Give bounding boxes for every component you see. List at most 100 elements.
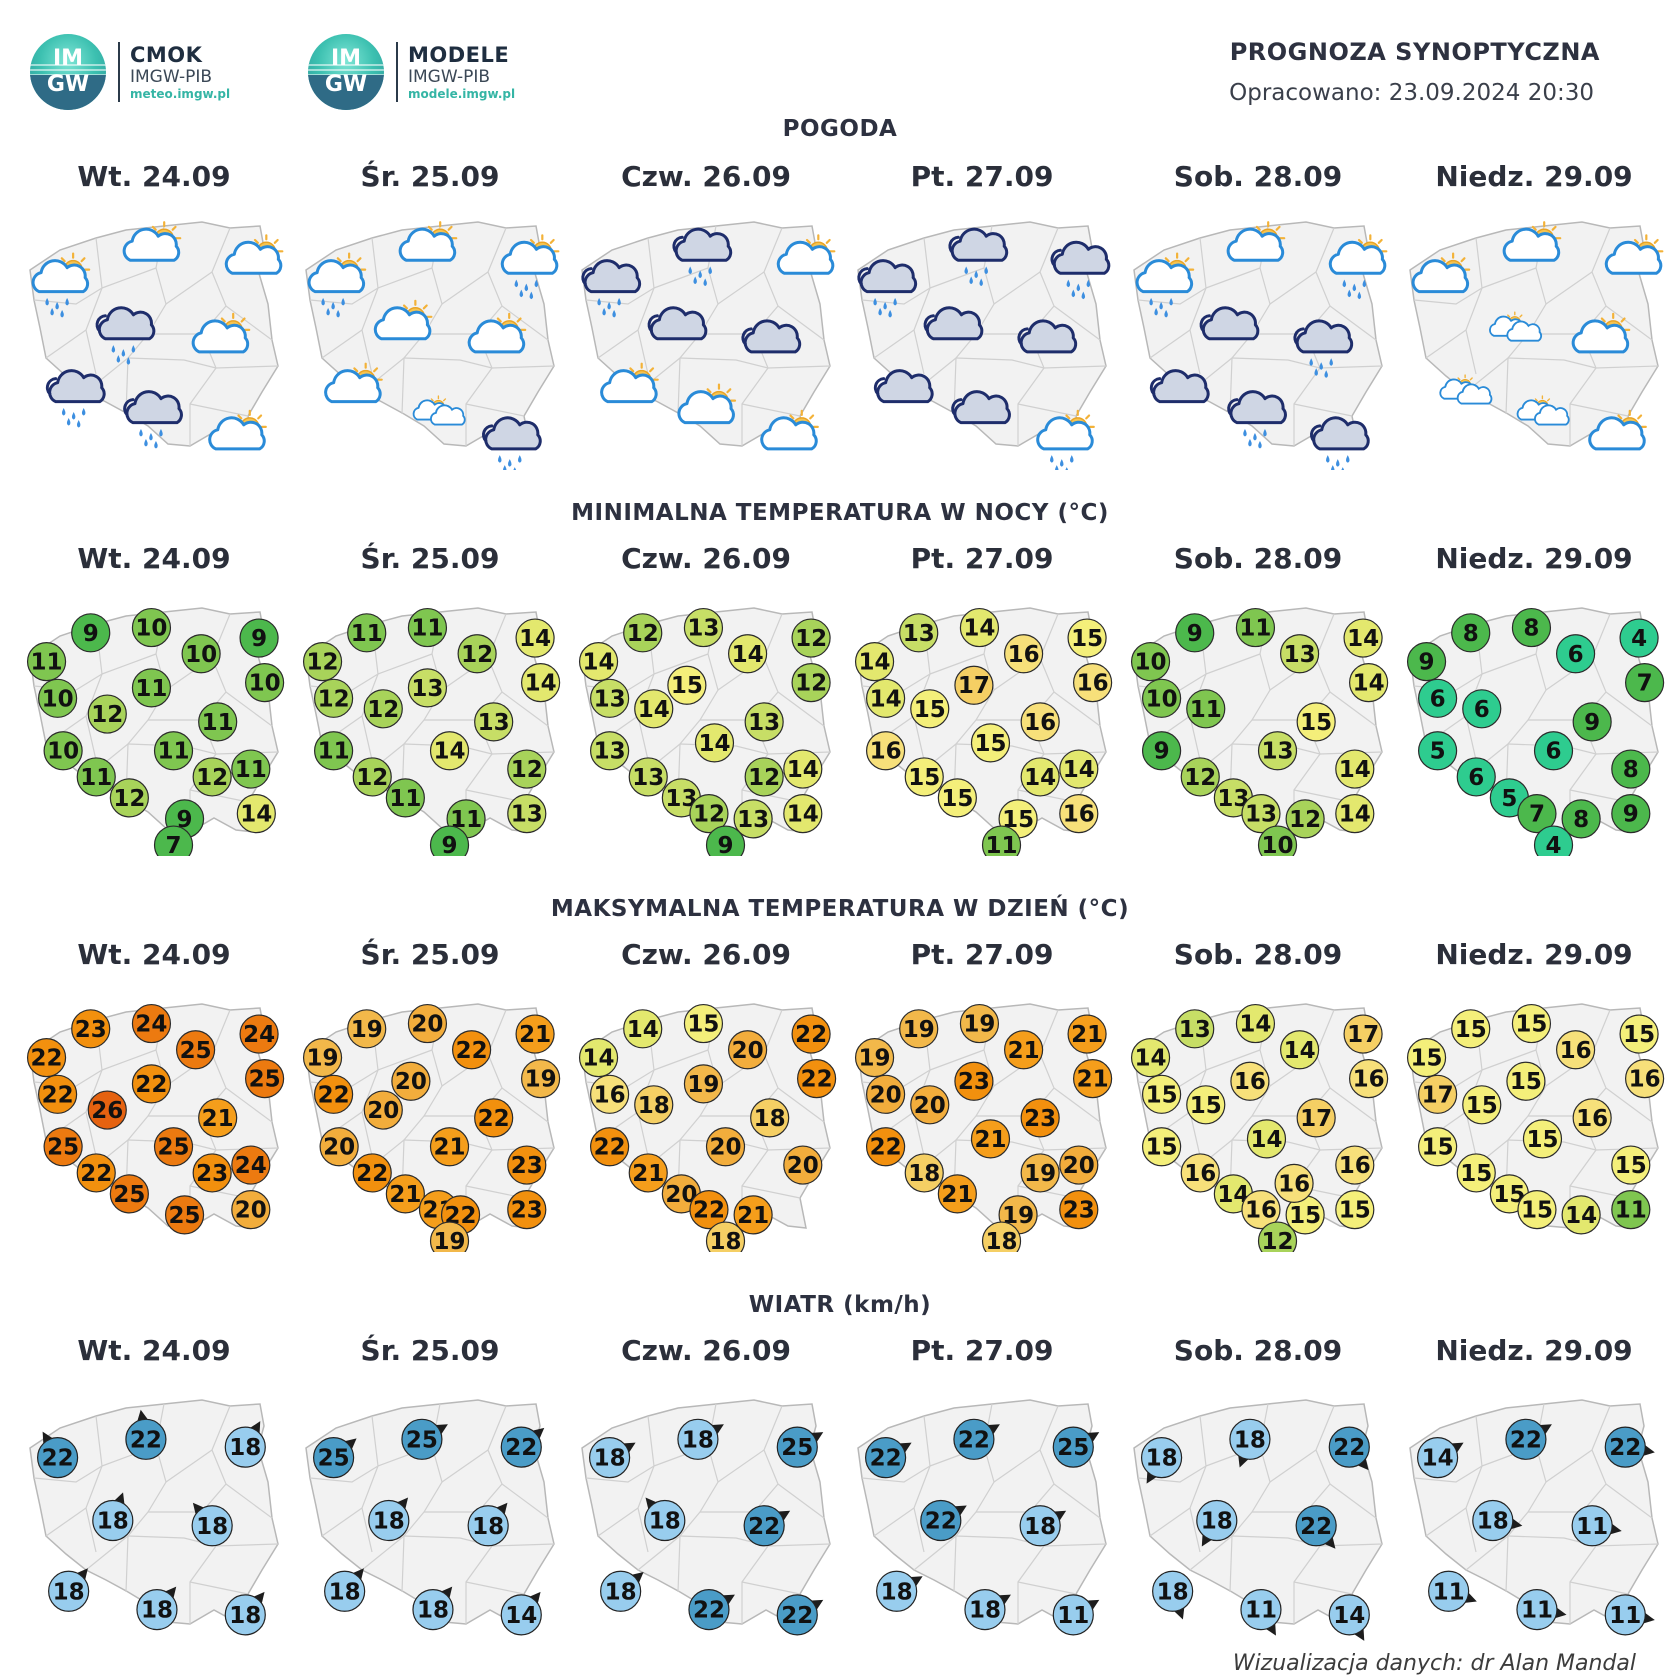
day-label-weather: Sob. 28.09 — [1173, 160, 1343, 193]
day-label-weather: Czw. 26.09 — [621, 160, 791, 193]
svg-text:19: 19 — [903, 1017, 935, 1043]
svg-text:21: 21 — [632, 1161, 664, 1187]
dark-cloud-rain-icon — [581, 259, 642, 318]
svg-text:11: 11 — [389, 786, 421, 812]
tmax-map-panel: 13 14 17 14 14 16 16 15 15 17 14 15 16 16 14 16 15 15 16 12 — [1120, 990, 1396, 1252]
tmax-bubble: 17 — [1417, 1074, 1458, 1114]
logo-url[interactable]: modele.imgw.pl — [408, 87, 516, 101]
tmin-bubble: 16 — [1059, 794, 1099, 834]
tmin-bubble: 15 — [1296, 702, 1336, 742]
tmin-bubble: 13 — [407, 668, 448, 708]
svg-text:11: 11 — [235, 757, 267, 783]
tmax-bubble: 25 — [176, 1030, 216, 1070]
svg-text:18: 18 — [97, 1509, 129, 1535]
svg-text:25: 25 — [406, 1427, 438, 1453]
svg-text:18: 18 — [682, 1427, 714, 1453]
svg-text:14: 14 — [525, 671, 557, 697]
svg-text:21: 21 — [519, 1022, 551, 1048]
tmax-bubble: 19 — [347, 1009, 387, 1049]
svg-text:13: 13 — [511, 802, 543, 828]
dark-cloud-icon — [647, 306, 708, 341]
svg-text:18: 18 — [649, 1509, 681, 1535]
tmax-map-panel: 19 20 21 19 22 19 22 20 20 22 20 21 22 23 21 21 22 23 19 — [292, 990, 568, 1252]
svg-text:14: 14 — [698, 731, 730, 757]
tmin-bubble: 9 — [164, 799, 205, 839]
wind-marker: 22 — [1604, 1426, 1655, 1468]
tmin-bubble: 15 — [904, 757, 944, 797]
svg-text:18: 18 — [1024, 1514, 1056, 1540]
tmax-bubble: 15 — [1456, 1153, 1496, 1193]
svg-text:16: 16 — [870, 739, 902, 765]
svg-text:14: 14 — [1239, 1012, 1271, 1038]
svg-text:19: 19 — [351, 1017, 383, 1043]
tmin-bubble: 15 — [970, 723, 1011, 763]
tmin-bubble: 11 — [347, 613, 387, 653]
tmax-bubble: 19 — [854, 1038, 895, 1078]
tmin-bubble: 8 — [1511, 607, 1552, 648]
tmax-bubble: 22 — [76, 1153, 116, 1193]
tmax-bubble: 15 — [1517, 1190, 1557, 1230]
svg-text:5: 5 — [1430, 739, 1446, 765]
dark-cloud-icon — [1199, 306, 1260, 341]
svg-text:14: 14 — [1333, 1603, 1365, 1629]
svg-text:14: 14 — [583, 1046, 615, 1072]
svg-text:6: 6 — [1568, 642, 1584, 668]
tmax-bubble: 19 — [302, 1038, 343, 1078]
poland-map — [29, 1399, 279, 1625]
tmax-bubble: 15 — [683, 1003, 724, 1044]
logo-cmok[interactable]: IM GW CMOK IMGW-PIB meteo.imgw.pl — [30, 34, 230, 110]
tmax-bubble: 14 — [578, 1038, 619, 1078]
svg-text:18: 18 — [1201, 1509, 1233, 1535]
tmax-bubble: 20 — [391, 1061, 431, 1101]
svg-text:12: 12 — [1289, 807, 1321, 833]
tmin-map-panel: 9 10 9 11 10 10 10 11 12 11 10 11 11 12 11 12 9 14 7 — [16, 594, 292, 856]
svg-text:14: 14 — [787, 802, 819, 828]
svg-text:14: 14 — [627, 1017, 659, 1043]
svg-text:11: 11 — [158, 739, 190, 765]
tmin-bubble: 13 — [474, 702, 514, 742]
tmax-bubble: 21 — [385, 1174, 425, 1214]
wind-marker: 11 — [1240, 1589, 1282, 1636]
svg-text:22: 22 — [1300, 1514, 1332, 1540]
wind-marker: 22 — [125, 1409, 167, 1460]
svg-text:23: 23 — [196, 1161, 228, 1187]
tmin-bubble: 7 — [153, 825, 194, 856]
wind-marker: 22 — [920, 1499, 967, 1542]
svg-text:11: 11 — [986, 833, 1018, 856]
wind-marker: 18 — [876, 1570, 923, 1612]
svg-text:14: 14 — [1063, 757, 1095, 783]
logo-url[interactable]: meteo.imgw.pl — [130, 87, 231, 101]
sun-cloud-icon — [1411, 252, 1471, 294]
svg-text:17: 17 — [958, 673, 990, 699]
svg-text:18: 18 — [638, 1093, 670, 1119]
svg-text:23: 23 — [1063, 1198, 1095, 1224]
svg-text:15: 15 — [1623, 1022, 1655, 1048]
tmax-bubble: 15 — [1417, 1127, 1458, 1167]
svg-text:22: 22 — [781, 1603, 813, 1629]
tmin-bubble: 13 — [744, 702, 784, 742]
svg-text:9: 9 — [83, 621, 99, 647]
svg-text:14: 14 — [1347, 626, 1379, 652]
tmin-bubble: 14 — [515, 618, 555, 658]
tmax-bubble: 25 — [164, 1195, 205, 1235]
wind-marker: 22 — [688, 1589, 735, 1631]
svg-text:22: 22 — [80, 1161, 112, 1187]
tmin-bubble: 14 — [1020, 757, 1060, 797]
tmax-bubble: 20 — [363, 1090, 403, 1130]
day-label-tmin: Sob. 28.09 — [1173, 542, 1343, 575]
logo-modele[interactable]: IM GW MODELE IMGW-PIB modele.imgw.pl — [308, 34, 515, 110]
svg-text:12: 12 — [748, 765, 780, 791]
svg-text:15: 15 — [687, 1012, 719, 1038]
svg-text:13: 13 — [594, 686, 626, 712]
wind-marker: 18 — [1140, 1437, 1183, 1484]
svg-text:10: 10 — [249, 671, 281, 697]
tmin-bubble: 14 — [865, 678, 906, 718]
svg-text:16: 16 — [1077, 671, 1109, 697]
imgw-logo-icon: IM GW — [30, 34, 106, 110]
svg-text:14: 14 — [1353, 671, 1385, 697]
svg-text:25: 25 — [781, 1435, 813, 1461]
svg-text:21: 21 — [974, 1127, 1006, 1153]
tmin-bubble: 9 — [705, 825, 746, 856]
svg-text:9: 9 — [442, 833, 458, 856]
svg-text:22: 22 — [870, 1135, 902, 1161]
